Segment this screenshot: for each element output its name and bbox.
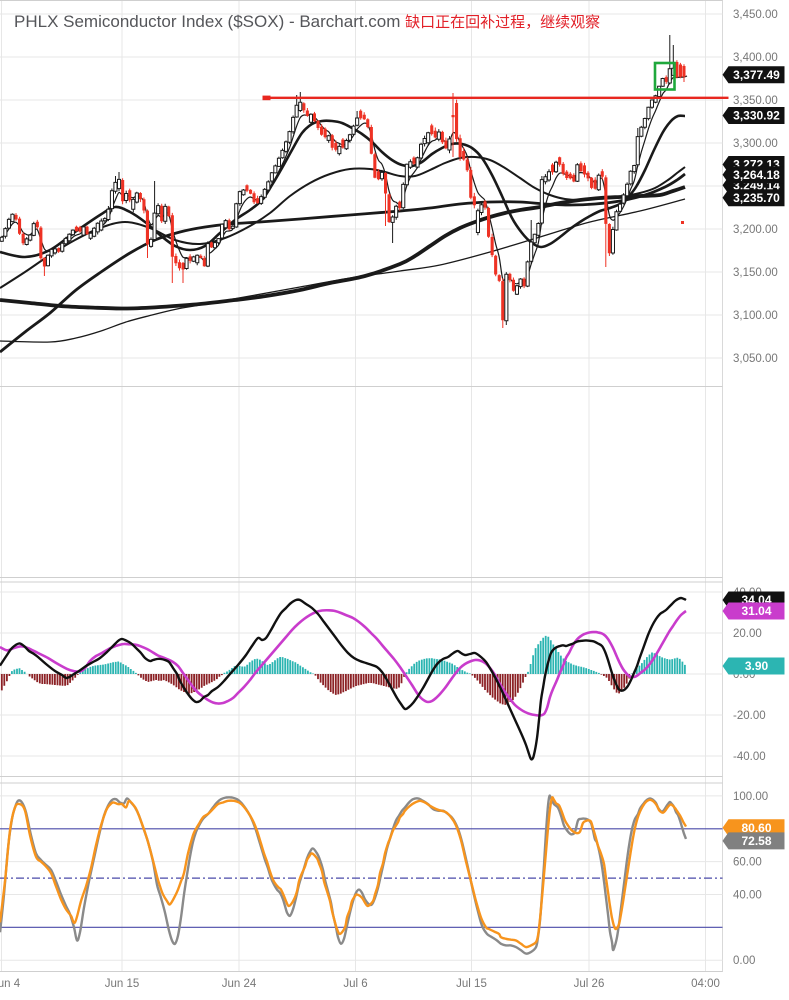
svg-text:PHLX Semiconductor Index ($SOX: PHLX Semiconductor Index ($SOX) - Barcha… <box>14 12 600 31</box>
svg-text:3,264.18: 3,264.18 <box>733 168 780 182</box>
svg-text:-40.00: -40.00 <box>733 751 766 763</box>
svg-text:80.60: 80.60 <box>741 821 771 835</box>
svg-text:20.00: 20.00 <box>733 628 762 640</box>
svg-text:3,450.00: 3,450.00 <box>733 9 778 21</box>
svg-text:3,350.00: 3,350.00 <box>733 95 778 107</box>
svg-text:3,235.70: 3,235.70 <box>733 191 780 205</box>
svg-text:3,300.00: 3,300.00 <box>733 138 778 150</box>
svg-text:3,150.00: 3,150.00 <box>733 267 778 279</box>
svg-text:Jun 4: Jun 4 <box>0 978 21 990</box>
svg-text:-20.00: -20.00 <box>733 710 766 722</box>
svg-text:72.58: 72.58 <box>741 834 771 848</box>
svg-text:40.00: 40.00 <box>733 890 762 902</box>
svg-text:31.04: 31.04 <box>741 604 771 618</box>
svg-text:0.00: 0.00 <box>733 955 755 967</box>
svg-text:3,100.00: 3,100.00 <box>733 310 778 322</box>
svg-text:3,400.00: 3,400.00 <box>733 52 778 64</box>
svg-text:3,377.49: 3,377.49 <box>733 68 780 82</box>
svg-text:3,050.00: 3,050.00 <box>733 353 778 365</box>
svg-text:3,330.92: 3,330.92 <box>733 109 780 123</box>
svg-text:Jul 15: Jul 15 <box>456 978 487 990</box>
svg-text:Jun 24: Jun 24 <box>222 978 257 990</box>
svg-text:Jul 6: Jul 6 <box>343 978 367 990</box>
svg-text:Jun 15: Jun 15 <box>105 978 140 990</box>
svg-text:3.90: 3.90 <box>745 659 769 673</box>
svg-text:04:00: 04:00 <box>691 978 720 990</box>
svg-text:100.00: 100.00 <box>733 791 768 803</box>
svg-text:3,200.00: 3,200.00 <box>733 224 778 236</box>
svg-text:60.00: 60.00 <box>733 857 762 869</box>
svg-text:Jul 26: Jul 26 <box>574 978 605 990</box>
